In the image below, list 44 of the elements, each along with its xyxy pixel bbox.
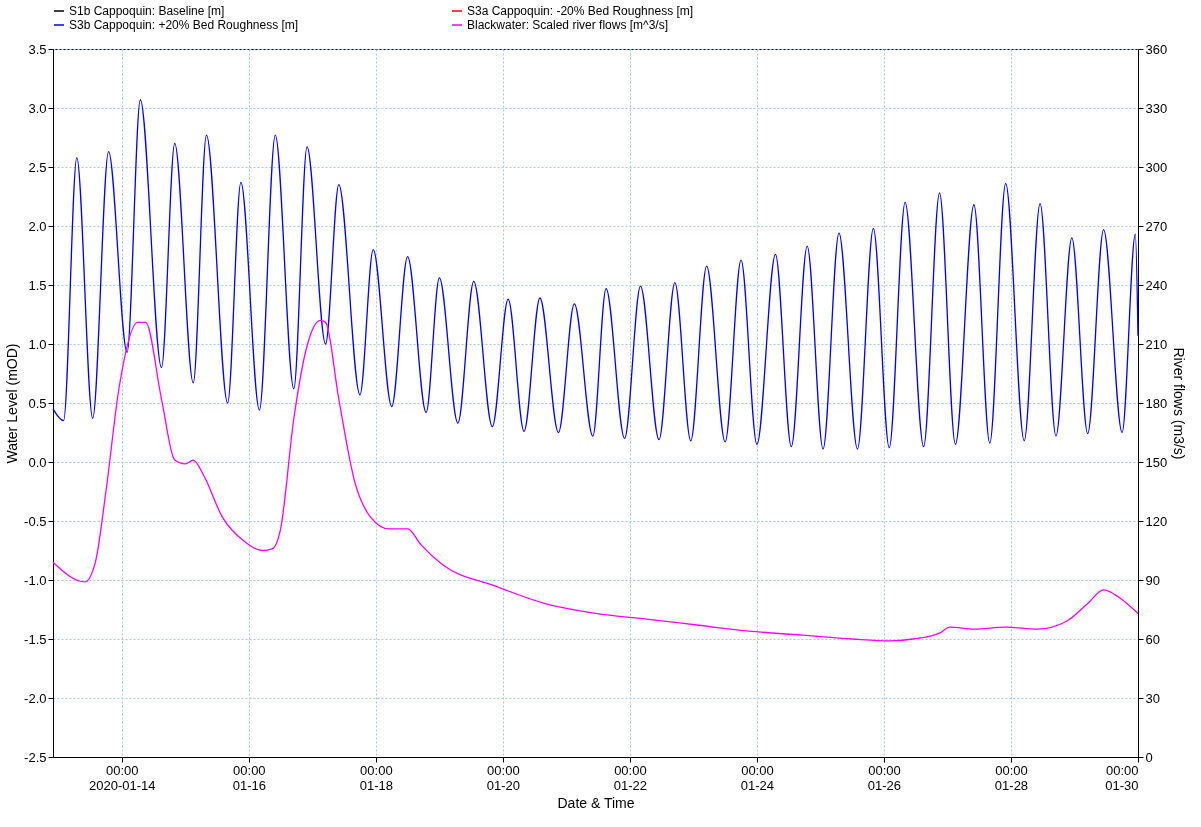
x-axis-title: Date & Time bbox=[557, 794, 635, 811]
x-tick-label: 00:00 01-16 bbox=[232, 762, 266, 793]
x-tick-label: 00:00 01-28 bbox=[994, 762, 1029, 793]
y2-tick-label: 150 bbox=[1145, 454, 1168, 470]
y2-tick-label: 60 bbox=[1145, 631, 1160, 647]
x-tick-label: 00:00 01-24 bbox=[740, 762, 775, 793]
y2-tick-label: 0 bbox=[1145, 749, 1153, 765]
y-tick-label: 3.5 bbox=[28, 41, 47, 57]
y-tick-label: 1.5 bbox=[28, 277, 47, 293]
legend-label: Blackwater: Scaled river flows [m^3/s] bbox=[467, 18, 669, 32]
legend-label: S3a Cappoquin: -20% Bed Roughness [m] bbox=[467, 4, 694, 18]
y2-tick-label: 120 bbox=[1145, 513, 1168, 529]
y-tick-label: -1.5 bbox=[24, 631, 47, 647]
line-series bbox=[52, 99, 1139, 450]
x-tick-label: 00:00 01-26 bbox=[867, 762, 902, 793]
y-tick-label: -1.0 bbox=[24, 572, 47, 588]
y-tick-label: 1.0 bbox=[28, 336, 47, 352]
y2-tick-label: 210 bbox=[1145, 336, 1168, 352]
y2-tick-label: 270 bbox=[1145, 218, 1168, 234]
y-tick-label: 0.0 bbox=[28, 454, 47, 470]
y2-tick-label: 180 bbox=[1145, 395, 1168, 411]
y2-tick-label: 90 bbox=[1145, 572, 1160, 588]
y-axis-title: Water Level (mOD) bbox=[4, 343, 21, 464]
y2-axis-title: River flows (m3/s) bbox=[1171, 347, 1188, 460]
y-tick-label: 0.5 bbox=[28, 395, 47, 411]
y2-tick-label: 360 bbox=[1145, 41, 1168, 57]
y-tick-label: -2.5 bbox=[24, 749, 47, 765]
y-tick-label: -0.5 bbox=[24, 513, 47, 529]
y2-tick-label: 240 bbox=[1145, 277, 1168, 293]
x-tick-label: 00:00 2020-01-14 bbox=[89, 762, 156, 793]
line-series bbox=[52, 319, 1139, 642]
y-tick-label: 3.0 bbox=[28, 100, 47, 116]
x-tick-label: 00:00 01-18 bbox=[359, 762, 393, 793]
x-tick-label: 00:00 01-20 bbox=[486, 762, 520, 793]
y2-tick-label: 300 bbox=[1145, 159, 1168, 175]
y-tick-label: 2.0 bbox=[28, 218, 47, 234]
legend-label: S1b Cappoquin: Baseline [m] bbox=[69, 4, 225, 18]
y2-tick-label: 330 bbox=[1145, 100, 1168, 116]
y2-tick-label: 30 bbox=[1145, 690, 1160, 706]
y-tick-label: 2.5 bbox=[28, 159, 47, 175]
legend-label: S3b Cappoquin: +20% Bed Roughness [m] bbox=[69, 18, 299, 32]
x-tick-label: 00:00 01-22 bbox=[613, 762, 648, 793]
y-tick-label: -2.0 bbox=[24, 690, 47, 706]
x-tick-label: 00:00 01-30 bbox=[1105, 762, 1139, 793]
